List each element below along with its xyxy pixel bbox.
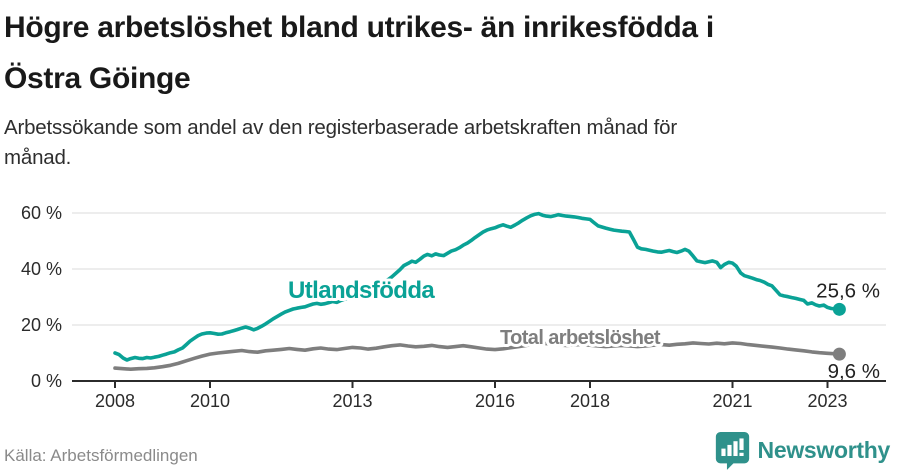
source-note: Källa: Arbetsförmedlingen — [4, 446, 198, 465]
x-tick-label: 2021 — [712, 391, 752, 411]
x-tick-label: 2016 — [475, 391, 515, 411]
x-tick-label: 2010 — [190, 391, 230, 411]
y-tick-label: 0 % — [31, 371, 62, 391]
page-title: Högre arbetslöshet bland utrikes- än inr… — [4, 2, 884, 104]
line-chart: Utlandsfödda Total arbetslöshet 25,6 % 9,6 … — [0, 185, 900, 425]
logo-pin-shape — [715, 431, 749, 470]
series-line-total — [113, 341, 842, 371]
chart-header: Högre arbetslöshet bland utrikes- än inr… — [4, 2, 884, 173]
y-tick-label: 60 % — [21, 203, 62, 223]
newsworthy-brand: Newsworthy — [714, 430, 890, 470]
y-tick-label: 40 % — [21, 259, 62, 279]
newsworthy-logo-icon — [715, 431, 749, 470]
series-label-utlandsfodda: Utlandsfödda — [288, 277, 435, 304]
brand-name: Newsworthy — [757, 436, 891, 463]
logo-bars-icon — [720, 438, 744, 457]
x-tick-label: 2023 — [807, 391, 847, 411]
chart-subtitle: Arbetssökande som andel av den registerb… — [4, 113, 884, 173]
y-tick-label: 20 % — [21, 315, 62, 335]
subtitle-line-1: Arbetssökande som andel av den registerb… — [4, 116, 677, 139]
title-line-1: Högre arbetslöshet bland utrikes- än inr… — [4, 11, 714, 44]
series-label-total: Total arbetslöshet — [500, 327, 661, 349]
title-line-2: Östra Göinge — [4, 62, 191, 95]
end-dot-utlandsfodda — [832, 302, 846, 316]
chart-canvas: Utlandsfödda Total arbetslöshet 25,6 % 9,6 … — [21, 203, 886, 411]
subtitle-line-2: månad. — [4, 146, 72, 169]
x-tick-label: 2018 — [570, 391, 610, 411]
end-value-label-total: 9,6 % — [828, 360, 880, 383]
x-tick-label: 2008 — [95, 391, 135, 411]
end-value-label-utlandsfodda: 25,6 % — [816, 279, 880, 302]
series-line-utlandsfodda — [113, 211, 842, 362]
end-dot-total — [832, 347, 846, 361]
x-tick-label: 2013 — [332, 391, 372, 411]
